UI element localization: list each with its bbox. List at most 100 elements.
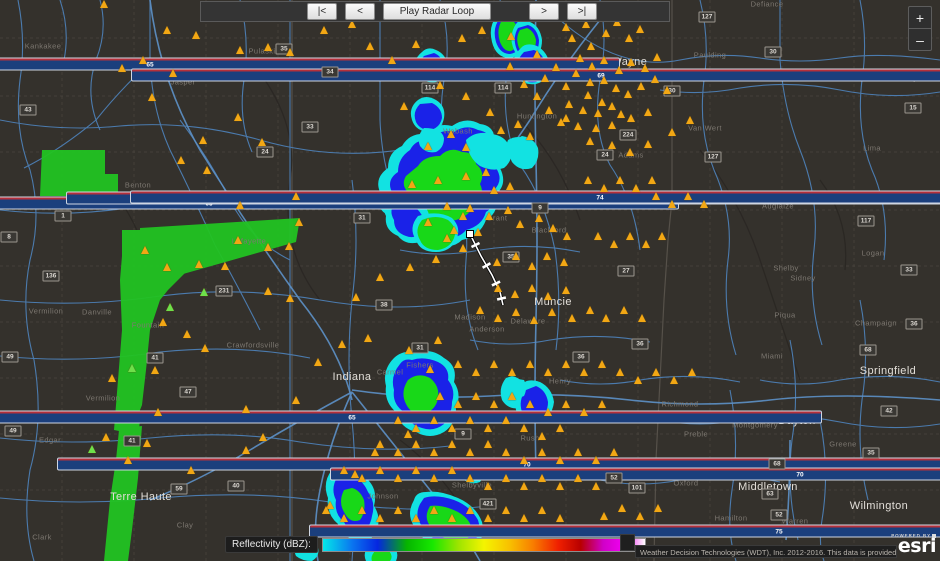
storm-report-marker[interactable] [352,293,360,301]
zoom-out-button[interactable]: – [909,28,931,50]
storm-report-marker[interactable] [557,118,565,126]
storm-report-marker[interactable] [632,184,640,192]
storm-report-marker[interactable] [624,90,632,98]
storm-report-marker[interactable] [562,23,570,31]
attribution-expand-tab[interactable] [620,534,635,551]
storm-report-marker[interactable] [502,416,510,424]
storm-report-marker[interactable] [472,368,480,376]
storm-report-marker[interactable] [454,360,462,368]
storm-report-marker[interactable] [600,76,608,84]
storm-report-marker[interactable] [584,91,592,99]
storm-report-marker[interactable] [108,374,116,382]
storm-report-marker[interactable] [526,400,534,408]
storm-report-marker[interactable] [412,466,420,474]
storm-report-marker[interactable] [616,176,624,184]
storm-report-marker[interactable] [568,34,576,42]
storm-report-marker[interactable] [651,75,659,83]
storm-report-marker[interactable] [432,255,440,263]
storm-report-marker[interactable] [616,368,624,376]
storm-report-marker[interactable] [608,141,616,149]
storm-report-marker[interactable] [474,228,482,236]
storm-report-marker[interactable] [424,218,432,226]
storm-report-marker[interactable] [169,69,177,77]
storm-report-marker[interactable] [234,113,242,121]
storm-report-marker[interactable] [199,136,207,144]
storm-report-marker[interactable] [203,166,211,174]
storm-report-marker[interactable] [562,114,570,122]
storm-report-marker[interactable] [177,156,185,164]
storm-report-marker[interactable] [562,400,570,408]
storm-report-marker[interactable] [466,448,474,456]
storm-report-marker[interactable] [443,234,451,242]
storm-report-marker[interactable] [236,201,244,209]
storm-report-marker[interactable] [484,440,492,448]
storm-report-marker[interactable] [340,514,348,522]
storm-report-marker[interactable] [221,262,229,270]
storm-report-marker[interactable] [376,440,384,448]
storm-report-marker[interactable] [139,56,147,64]
storm-report-marker[interactable] [586,78,594,86]
storm-report-marker[interactable] [412,40,420,48]
storm-report-marker[interactable] [102,433,110,441]
storm-report-marker[interactable] [412,440,420,448]
storm-report-marker[interactable] [626,232,634,240]
storm-report-marker[interactable] [644,140,652,148]
storm-report-marker[interactable] [608,102,616,110]
storm-report-marker[interactable] [348,20,356,28]
storm-report-marker[interactable] [626,148,634,156]
storm-report-marker[interactable] [528,262,536,270]
storm-report-marker[interactable] [520,424,528,432]
storm-report-marker[interactable] [459,212,467,220]
storm-report-marker[interactable] [648,176,656,184]
storm-report-marker[interactable] [320,26,328,34]
storm-report-marker[interactable] [600,184,608,192]
storm-report-marker[interactable] [580,368,588,376]
storm-report-marker[interactable] [508,368,516,376]
storm-report-marker[interactable] [462,143,470,151]
storm-report-marker[interactable] [340,466,348,474]
storm-report-marker[interactable] [528,284,536,292]
storm-report-marker[interactable] [544,408,552,416]
storm-report-marker[interactable] [579,106,587,114]
storm-report-marker[interactable] [653,53,661,61]
storm-report-marker[interactable] [598,400,606,408]
storm-report-marker[interactable] [686,116,694,124]
storm-report-marker[interactable] [242,446,250,454]
storm-report-marker[interactable] [520,482,528,490]
storm-report-marker[interactable] [412,514,420,522]
storm-report-marker[interactable] [535,214,543,222]
storm-report-marker[interactable] [610,240,618,248]
storm-report-marker[interactable] [322,506,330,514]
storm-report-marker[interactable] [376,514,384,522]
storm-report-marker[interactable] [684,192,692,200]
storm-report-marker[interactable] [556,482,564,490]
storm-report-marker[interactable] [688,368,696,376]
storm-report-marker[interactable] [192,31,200,39]
storm-report-marker[interactable] [592,124,600,132]
storm-report-marker[interactable] [562,286,570,294]
storm-report-marker[interactable] [574,122,582,130]
storm-report-marker[interactable] [183,330,191,338]
next-frame-button[interactable]: > [529,3,559,20]
storm-report-marker[interactable] [582,20,590,28]
storm-report-marker[interactable] [508,392,516,400]
storm-report-marker[interactable] [538,448,546,456]
storm-report-marker[interactable] [638,314,646,322]
storm-report-marker[interactable] [201,344,209,352]
storm-report-marker[interactable] [520,514,528,522]
storm-report-marker[interactable] [618,504,626,512]
storm-report-marker[interactable] [485,212,493,220]
storm-report-marker[interactable] [462,92,470,100]
storm-report-marker[interactable] [430,506,438,514]
storm-report-marker[interactable] [426,365,434,373]
storm-report-marker[interactable] [526,132,534,140]
storm-report-marker[interactable] [338,340,346,348]
storm-report-marker[interactable] [151,366,159,374]
storm-report-marker[interactable] [466,474,474,482]
storm-report-marker[interactable] [394,506,402,514]
storm-report-marker[interactable] [490,360,498,368]
storm-report-marker[interactable] [504,206,512,214]
storm-report-marker[interactable] [652,368,660,376]
storm-report-marker[interactable] [484,514,492,522]
